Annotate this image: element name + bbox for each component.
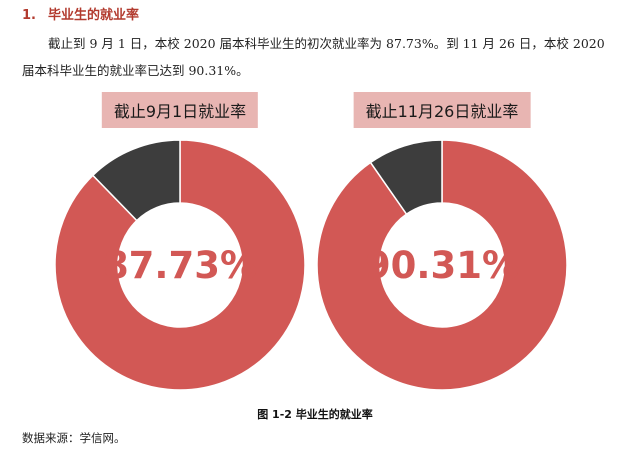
donut-chart-sept: 87.73% (54, 139, 306, 391)
donut-slice-nov-employed (316, 139, 568, 391)
chart-title-sept: 截止9月1日就业率 (101, 92, 259, 128)
figure-caption: 图 1-2 毕业生的就业率 (257, 408, 373, 421)
donut-center-label-nov: 90.31% (365, 244, 519, 287)
chart-sept: 截止9月1日就业率 87.73% (50, 92, 310, 396)
chart-title-nov: 截止11月26日就业率 (353, 92, 531, 128)
section-number: 1. (22, 8, 36, 23)
section-heading: 1. 毕业生的就业率 (22, 4, 139, 23)
donut-chart-nov: 90.31% (316, 139, 568, 391)
data-source: 数据来源：学信网。 (22, 431, 126, 445)
summary-paragraph: 截止到 9 月 1 日，本校 2020 届本科毕业生的初次就业率为 87.73%… (22, 36, 605, 78)
chart-nov: 截止11月26日就业率 90.31% (312, 92, 572, 396)
section-title: 毕业生的就业率 (48, 8, 140, 23)
donut-center-label-sept: 87.73% (103, 244, 257, 287)
donut-slice-nov-not-employed (369, 139, 443, 216)
donut-slice-sept-not-employed (91, 139, 181, 222)
donut-slice-sept-employed (54, 139, 306, 391)
